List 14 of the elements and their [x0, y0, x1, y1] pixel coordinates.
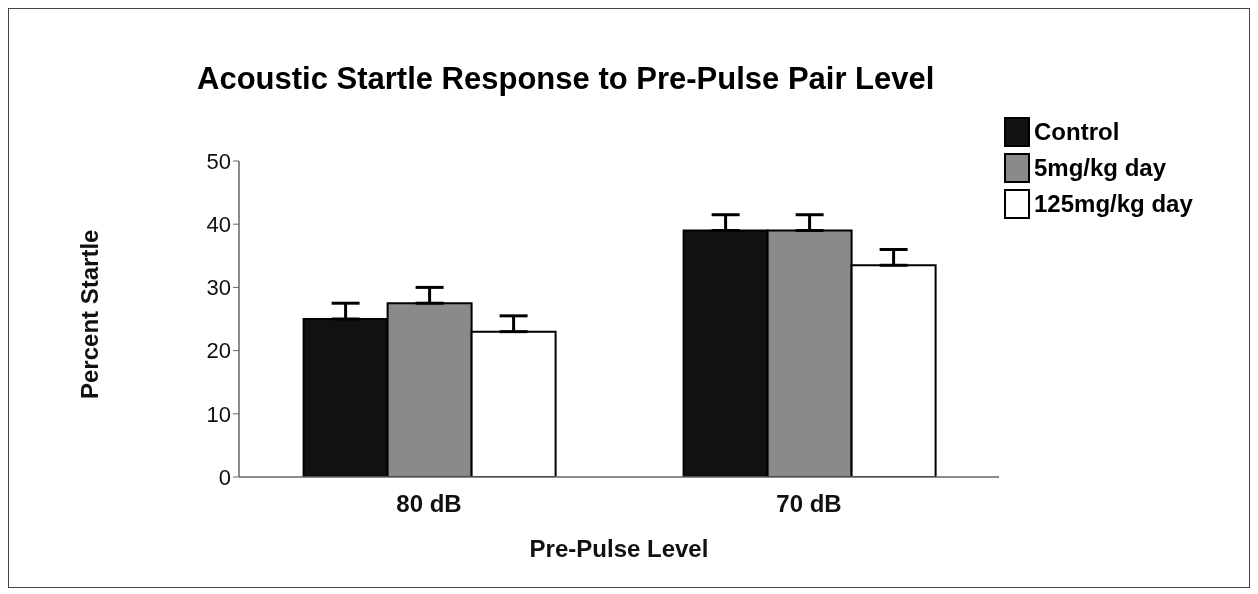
legend-label: 5mg/kg day	[1034, 154, 1167, 182]
y-tick-label: 20	[206, 338, 231, 364]
y-tick-label: 0	[218, 464, 231, 490]
chart-title: Acoustic Startle Response to Pre-Pulse Pair Level	[197, 61, 935, 97]
y-tick-label: 50	[206, 148, 231, 174]
x-axis-title: Pre-Pulse Level	[529, 535, 709, 562]
y-tick-label: 30	[206, 275, 231, 301]
y-tick-label: 10	[206, 401, 231, 427]
x-tick-label: 80 dB	[396, 490, 462, 518]
x-tick-label: 70 dB	[776, 490, 842, 518]
legend-label: 125mg/kg day	[1034, 190, 1193, 218]
legend-label: Control	[1034, 118, 1120, 146]
y-tick-label: 40	[206, 212, 231, 238]
y-axis-title: Percent Startle	[75, 229, 103, 399]
